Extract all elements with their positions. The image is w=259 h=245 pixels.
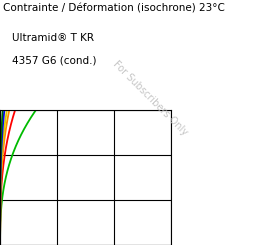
Text: 4357 G6 (cond.): 4357 G6 (cond.) (12, 55, 96, 65)
Text: Contrainte / Déformation (isochrone) 23°C: Contrainte / Déformation (isochrone) 23°… (3, 4, 225, 14)
Text: For Subscribers Only: For Subscribers Only (111, 59, 190, 137)
Text: Ultramid® T KR: Ultramid® T KR (12, 33, 94, 43)
